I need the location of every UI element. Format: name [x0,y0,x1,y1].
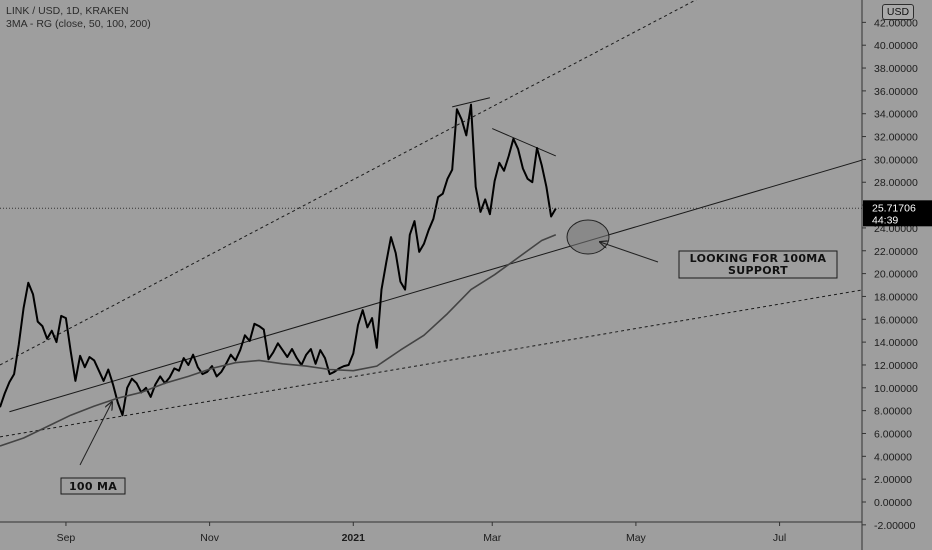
support-callout-line2: SUPPORT [728,264,788,277]
y-tick-label: 22.00000 [874,246,918,258]
series-layer [0,103,862,447]
x-tick-label: Jul [773,532,786,544]
trendline-4[interactable] [452,97,490,108]
y-tick-label: 6.00000 [874,428,912,440]
y-tick-label: 28.00000 [874,177,918,189]
symbol-title[interactable]: LINK / USD, 1D, KRAKEN [6,5,129,17]
x-tick-label: Nov [200,532,219,544]
y-tick-label: 34.00000 [874,109,918,121]
ma-callout-box[interactable] [60,477,126,495]
ma100-series-line[interactable] [0,234,557,447]
x-tick-label: Sep [57,532,76,544]
currency-button[interactable]: USD [882,4,914,20]
y-tick-label: -2.00000 [874,520,916,532]
y-tick-label: 14.00000 [874,337,918,349]
price-marker-box[interactable] [863,200,932,227]
y-tick-label: 38.00000 [874,63,918,75]
y-tick-label: 30.00000 [874,154,918,166]
y-tick-label: 8.00000 [874,406,912,418]
x-tick-label: Mar [483,532,502,544]
support-callout-box[interactable] [678,250,838,279]
y-tick-label: 36.00000 [874,86,918,98]
y-tick-label: 16.00000 [874,314,918,326]
y-tick-label: 18.00000 [874,291,918,303]
price-marker-countdown: 44:39 [872,214,898,226]
trendline-5[interactable] [492,128,557,157]
indicator-label[interactable]: 3MA - RG (close, 50, 100, 200) [6,18,151,30]
price-series-line[interactable] [0,103,557,417]
y-tick-label: 2.00000 [874,474,912,486]
trendline-layer [0,0,864,438]
x-tick-label: May [626,532,647,544]
support-callout-line1: LOOKING FOR 100MA [690,252,827,265]
ma-callout-text: 100 MA [69,480,117,493]
x-tick-label: 2021 [342,532,366,544]
y-tick-label: 10.00000 [874,383,918,395]
y-tick-label: 12.00000 [874,360,918,372]
support-arrow[interactable] [600,242,659,263]
y-tick-label: 40.00000 [874,40,918,52]
trendline-3[interactable] [0,0,718,366]
y-tick-label: 4.00000 [874,451,912,463]
trendline-2[interactable] [0,289,864,438]
price-marker-value: 25.71706 [872,202,916,214]
y-tick-label: 0.00000 [874,497,912,509]
y-tick-label: 42.00000 [874,17,918,29]
y-tick-label: 20.00000 [874,269,918,281]
support-zone-ellipse[interactable] [566,219,610,255]
chart-legend: LINK / USD, 1D, KRAKEN 3MA - RG (close, … [6,5,151,31]
y-tick-label: 32.00000 [874,132,918,144]
trendline-1[interactable] [9,159,864,413]
ma-arrow[interactable] [79,402,112,466]
